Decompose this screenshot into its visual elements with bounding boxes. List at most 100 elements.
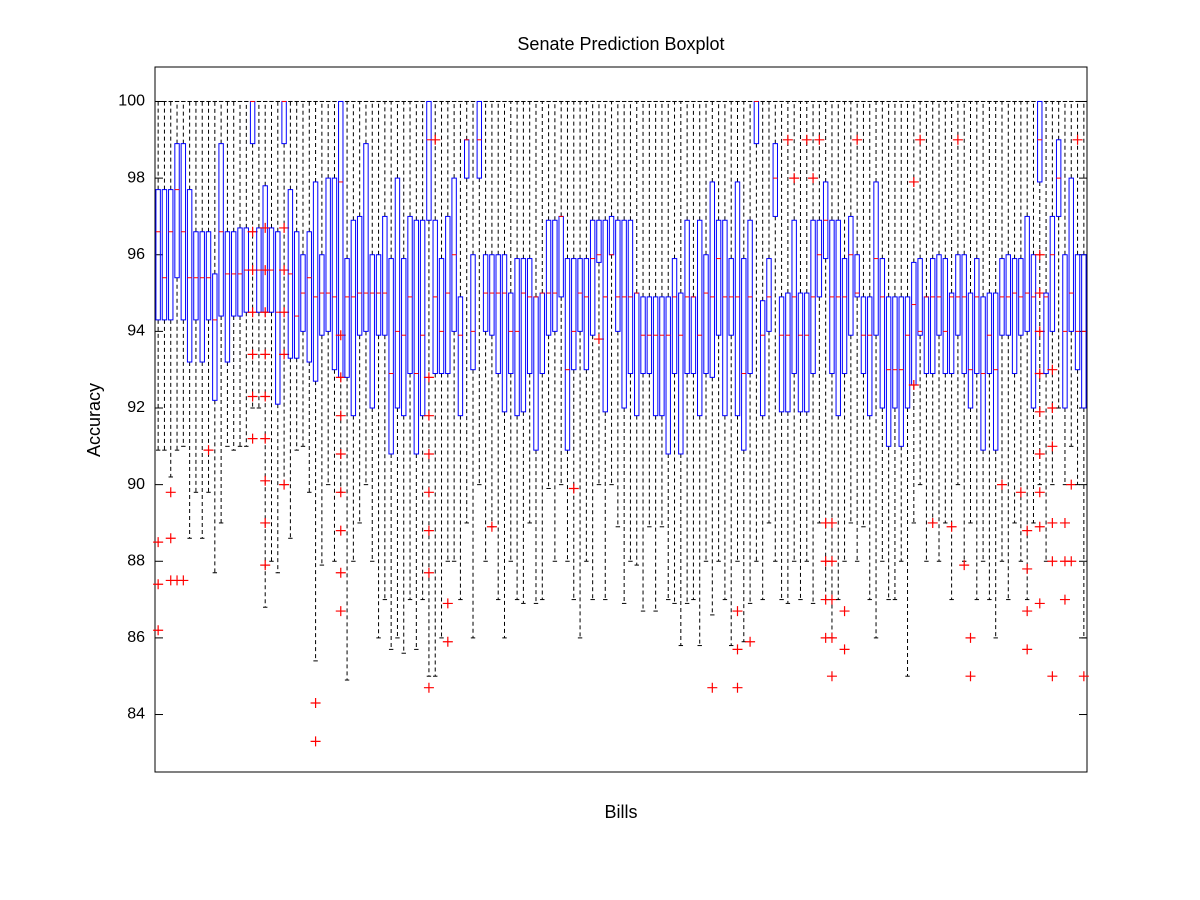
- flier: [965, 632, 976, 643]
- box: [526, 258, 533, 375]
- flier: [1022, 563, 1033, 574]
- flier: [782, 134, 793, 145]
- flier: [1034, 448, 1045, 459]
- flier: [1047, 441, 1058, 452]
- plot-area: [154, 66, 1088, 773]
- box: [369, 254, 375, 409]
- box: [293, 231, 300, 359]
- box: [394, 177, 401, 409]
- flier: [1047, 517, 1058, 528]
- box: [319, 254, 325, 336]
- flier: [260, 391, 271, 402]
- y-tick-label: 86: [127, 629, 145, 646]
- box: [495, 254, 501, 375]
- flier: [260, 560, 271, 571]
- box: [344, 258, 350, 378]
- box: [275, 231, 281, 405]
- box: [898, 296, 904, 447]
- flier: [952, 134, 963, 145]
- flier: [260, 475, 271, 486]
- box: [948, 292, 955, 375]
- box: [936, 254, 942, 336]
- flier: [1022, 525, 1033, 536]
- flier: [826, 594, 837, 605]
- flier: [423, 448, 434, 459]
- box: [1074, 254, 1081, 371]
- flier: [946, 521, 957, 532]
- flier: [789, 173, 800, 184]
- flier: [247, 433, 258, 444]
- box: [470, 254, 476, 371]
- flier: [826, 671, 837, 682]
- box: [715, 219, 722, 336]
- box: [199, 231, 205, 363]
- box: [621, 219, 627, 409]
- flier: [1034, 249, 1045, 260]
- box: [904, 296, 911, 409]
- flier: [153, 537, 164, 548]
- flier: [732, 644, 743, 655]
- flier: [423, 372, 434, 383]
- flier: [335, 372, 346, 383]
- flier: [423, 567, 434, 578]
- box: [363, 143, 369, 332]
- flier: [1034, 288, 1045, 299]
- box: [577, 258, 583, 332]
- flier: [826, 556, 837, 567]
- box: [168, 189, 174, 321]
- box: [205, 231, 212, 321]
- box: [778, 296, 785, 413]
- box: [659, 296, 665, 417]
- box: [218, 143, 224, 317]
- box: [237, 227, 243, 317]
- flier: [279, 265, 290, 276]
- box: [1068, 177, 1074, 332]
- box: [1043, 292, 1049, 375]
- box: [571, 258, 577, 371]
- box: [312, 181, 319, 382]
- y-tick-label: 94: [127, 323, 145, 340]
- box: [514, 258, 520, 417]
- box: [438, 258, 445, 375]
- box: [766, 258, 772, 332]
- box: [564, 258, 571, 451]
- flier: [852, 134, 863, 145]
- flier: [996, 479, 1007, 490]
- flier: [335, 410, 346, 421]
- box: [1024, 215, 1030, 332]
- box: [885, 296, 892, 447]
- flier: [442, 598, 453, 609]
- box: [174, 143, 180, 279]
- flier: [1059, 594, 1070, 605]
- flier: [247, 265, 258, 276]
- flier: [1066, 479, 1077, 490]
- y-axis-label: Accuracy: [84, 383, 104, 457]
- box: [665, 296, 671, 455]
- flier: [801, 134, 812, 145]
- box: [974, 258, 980, 375]
- flier: [1034, 521, 1045, 532]
- box: [967, 292, 974, 409]
- box: [942, 258, 949, 375]
- box: [161, 189, 168, 321]
- box: [589, 219, 596, 336]
- box: [545, 219, 552, 336]
- flier: [260, 222, 271, 233]
- flier: [247, 391, 258, 402]
- flier: [430, 134, 441, 145]
- flier: [1022, 606, 1033, 617]
- box: [325, 177, 331, 332]
- y-tick-label: 84: [127, 706, 145, 723]
- flier: [247, 307, 258, 318]
- box: [224, 231, 231, 363]
- flier: [1034, 406, 1045, 417]
- flier: [1047, 556, 1058, 567]
- box: [678, 292, 684, 455]
- box: [350, 219, 357, 417]
- flier: [178, 575, 189, 586]
- box: [306, 231, 312, 363]
- flier: [826, 632, 837, 643]
- box: [1037, 100, 1043, 183]
- chart-title: Senate Prediction Boxplot: [517, 34, 724, 54]
- flier: [260, 517, 271, 528]
